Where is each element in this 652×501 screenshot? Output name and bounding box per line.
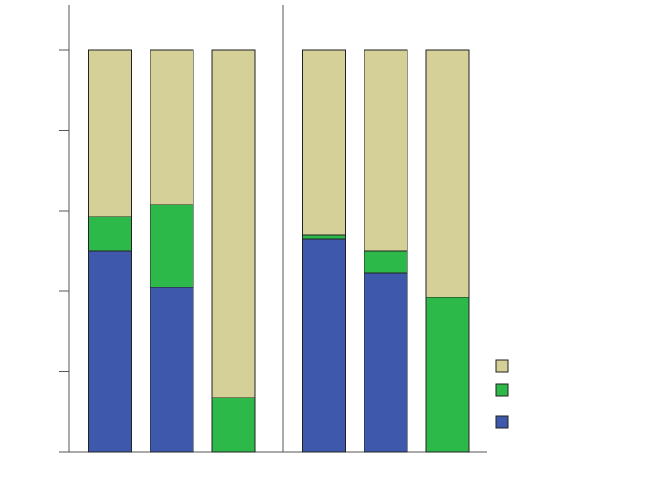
legend-swatch <box>495 359 509 373</box>
bar-segment <box>425 296 470 453</box>
bar-segment <box>302 238 346 453</box>
bar-segment <box>211 397 256 453</box>
legend-swatch <box>495 383 509 397</box>
bar-segment <box>363 250 408 274</box>
legend-swatch <box>495 415 509 429</box>
bar-segment <box>88 250 132 453</box>
bar-segment <box>363 272 408 453</box>
bar-segment <box>88 216 132 252</box>
bar-segment <box>363 49 408 252</box>
bar-segment <box>149 204 194 288</box>
bar-segment <box>149 286 194 453</box>
bar-segment <box>302 234 346 240</box>
bar-segment <box>425 49 470 298</box>
bar-segment <box>88 49 132 218</box>
bar-segment <box>302 49 346 236</box>
bar-segment <box>211 49 256 399</box>
bar-segment <box>149 49 194 206</box>
